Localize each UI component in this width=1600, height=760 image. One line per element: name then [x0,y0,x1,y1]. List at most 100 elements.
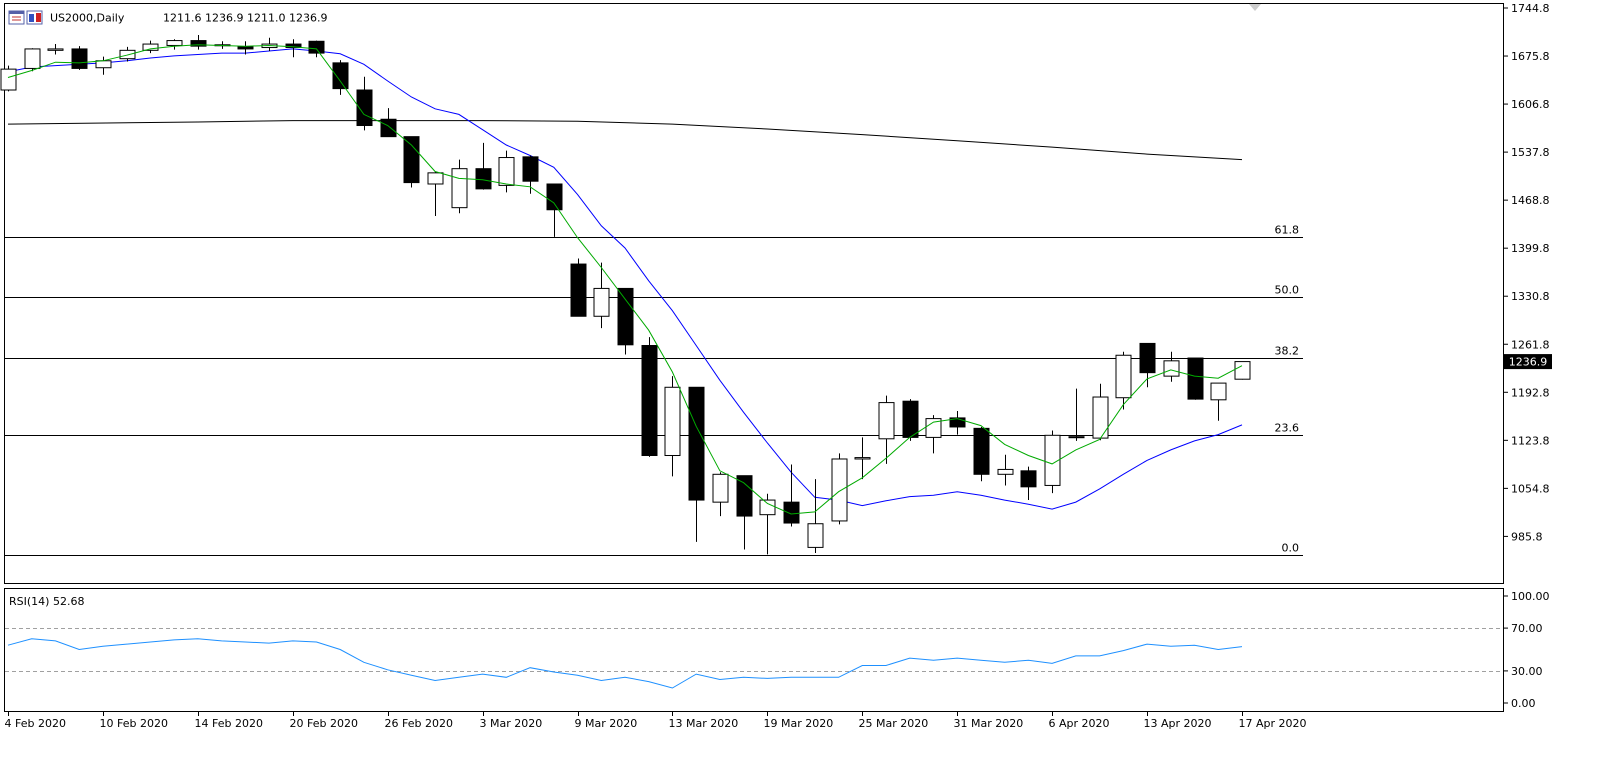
candle[interactable] [166,39,183,50]
candle[interactable] [356,76,373,131]
price-tick-label: 1744.8 [1511,2,1550,15]
candle-body-bull [1068,436,1085,439]
date-tick-label: 26 Feb 2020 [385,717,453,730]
candle-body-bear [736,475,753,517]
candle[interactable] [237,41,254,55]
candle[interactable] [1234,361,1251,380]
candle[interactable] [593,262,610,329]
candle[interactable] [47,44,64,55]
candle-body-bull [24,48,41,69]
current-price-label: 1236.9 [1509,356,1548,369]
rsi-line [7,638,1243,689]
date-tick-label: 6 Apr 2020 [1049,717,1110,730]
candle-body-bear [688,386,705,501]
bar-chart-icon[interactable] [8,10,25,25]
candle[interactable] [617,287,634,355]
ohlc-values: 1211.6 1236.9 1211.0 1236.9 [163,12,327,25]
candle[interactable] [498,150,515,193]
candle-body-bull [1163,360,1180,377]
candle-body-bear [403,136,420,184]
candle[interactable] [475,142,492,190]
candle[interactable] [854,437,871,480]
candle[interactable] [664,376,681,477]
rsi-axis: 100.00 70.00 30.00 0.00 [1503,590,1550,710]
scroll-marker-icon[interactable] [1249,4,1261,11]
price-tick-label: 985.8 [1511,530,1543,543]
candle[interactable] [570,258,587,317]
candles[interactable] [0,35,1251,555]
candle-body-bear [475,168,492,190]
current-price-tag-bg [1504,354,1552,370]
candle[interactable] [997,454,1014,486]
date-tick-label: 9 Mar 2020 [575,717,638,730]
date-tick-label: 3 Mar 2020 [480,717,543,730]
candle[interactable] [546,183,563,237]
candle[interactable] [902,399,919,441]
candle-body-bull [925,418,942,438]
chart-header: US2000,Daily 1211.6 1236.9 1211.0 1236.9 [8,4,1261,25]
candle[interactable] [522,155,539,194]
candle[interactable] [949,410,966,435]
candle[interactable] [1139,342,1156,388]
candle-body-bull [664,386,681,457]
date-tick-label: 4 Feb 2020 [5,717,66,730]
candle[interactable] [1163,351,1180,382]
candle[interactable] [24,48,41,72]
candle[interactable] [1115,351,1132,410]
price-tick-label: 1054.8 [1511,482,1550,495]
candle[interactable] [736,475,753,550]
candle[interactable] [0,65,17,92]
price-tick-label: 1468.8 [1511,194,1550,207]
candle[interactable] [427,171,444,217]
date-tick-label: 31 Mar 2020 [954,717,1024,730]
candle-body-bear [1187,357,1204,400]
candle[interactable] [1210,382,1227,421]
candle-body-bull [1234,361,1251,380]
candle[interactable] [261,37,278,52]
candle-body-bear [308,40,325,54]
candle[interactable] [878,395,895,464]
rsi-panel: RSI(14) 52.68 [5,595,1503,689]
candle[interactable] [451,159,468,214]
price-tick-label: 1261.8 [1511,338,1550,351]
candle[interactable] [831,453,848,525]
candle[interactable] [1068,388,1085,441]
fib-level-label: 0.0 [1282,542,1300,555]
candle[interactable] [380,108,397,138]
candle[interactable] [142,40,159,54]
candle[interactable] [332,60,349,95]
candle[interactable] [973,426,990,482]
candle[interactable] [119,46,136,62]
candle-body-bull [997,468,1014,475]
rsi-panel-frame [4,588,1504,712]
candle-body-bull [451,168,468,209]
candle[interactable] [688,386,705,542]
candle[interactable] [641,337,658,457]
candle[interactable] [1187,357,1204,400]
candle-body-bull [142,43,159,51]
candle-body-bull [498,157,515,186]
candle-body-bear [190,40,207,47]
candle[interactable] [1044,430,1061,494]
candle[interactable] [807,479,824,553]
candle-body-bear [617,287,634,346]
candle[interactable] [1020,466,1037,501]
candle[interactable] [759,493,776,555]
candle[interactable] [71,46,88,70]
candle[interactable] [783,464,800,527]
candle-body-bear [783,501,800,524]
fib-level-label: 38.2 [1275,345,1300,358]
candle[interactable] [712,472,729,517]
candle-body-bull [759,499,776,516]
candle[interactable] [403,136,420,188]
candle[interactable] [925,415,942,454]
candle[interactable] [1092,383,1109,441]
candle-body-bull [0,68,17,91]
candle-chart-icon[interactable] [26,10,43,25]
candle[interactable] [190,35,207,50]
fib-level-label: 61.8 [1275,224,1300,237]
candle[interactable] [285,39,302,58]
candle-body-bear [380,118,397,138]
